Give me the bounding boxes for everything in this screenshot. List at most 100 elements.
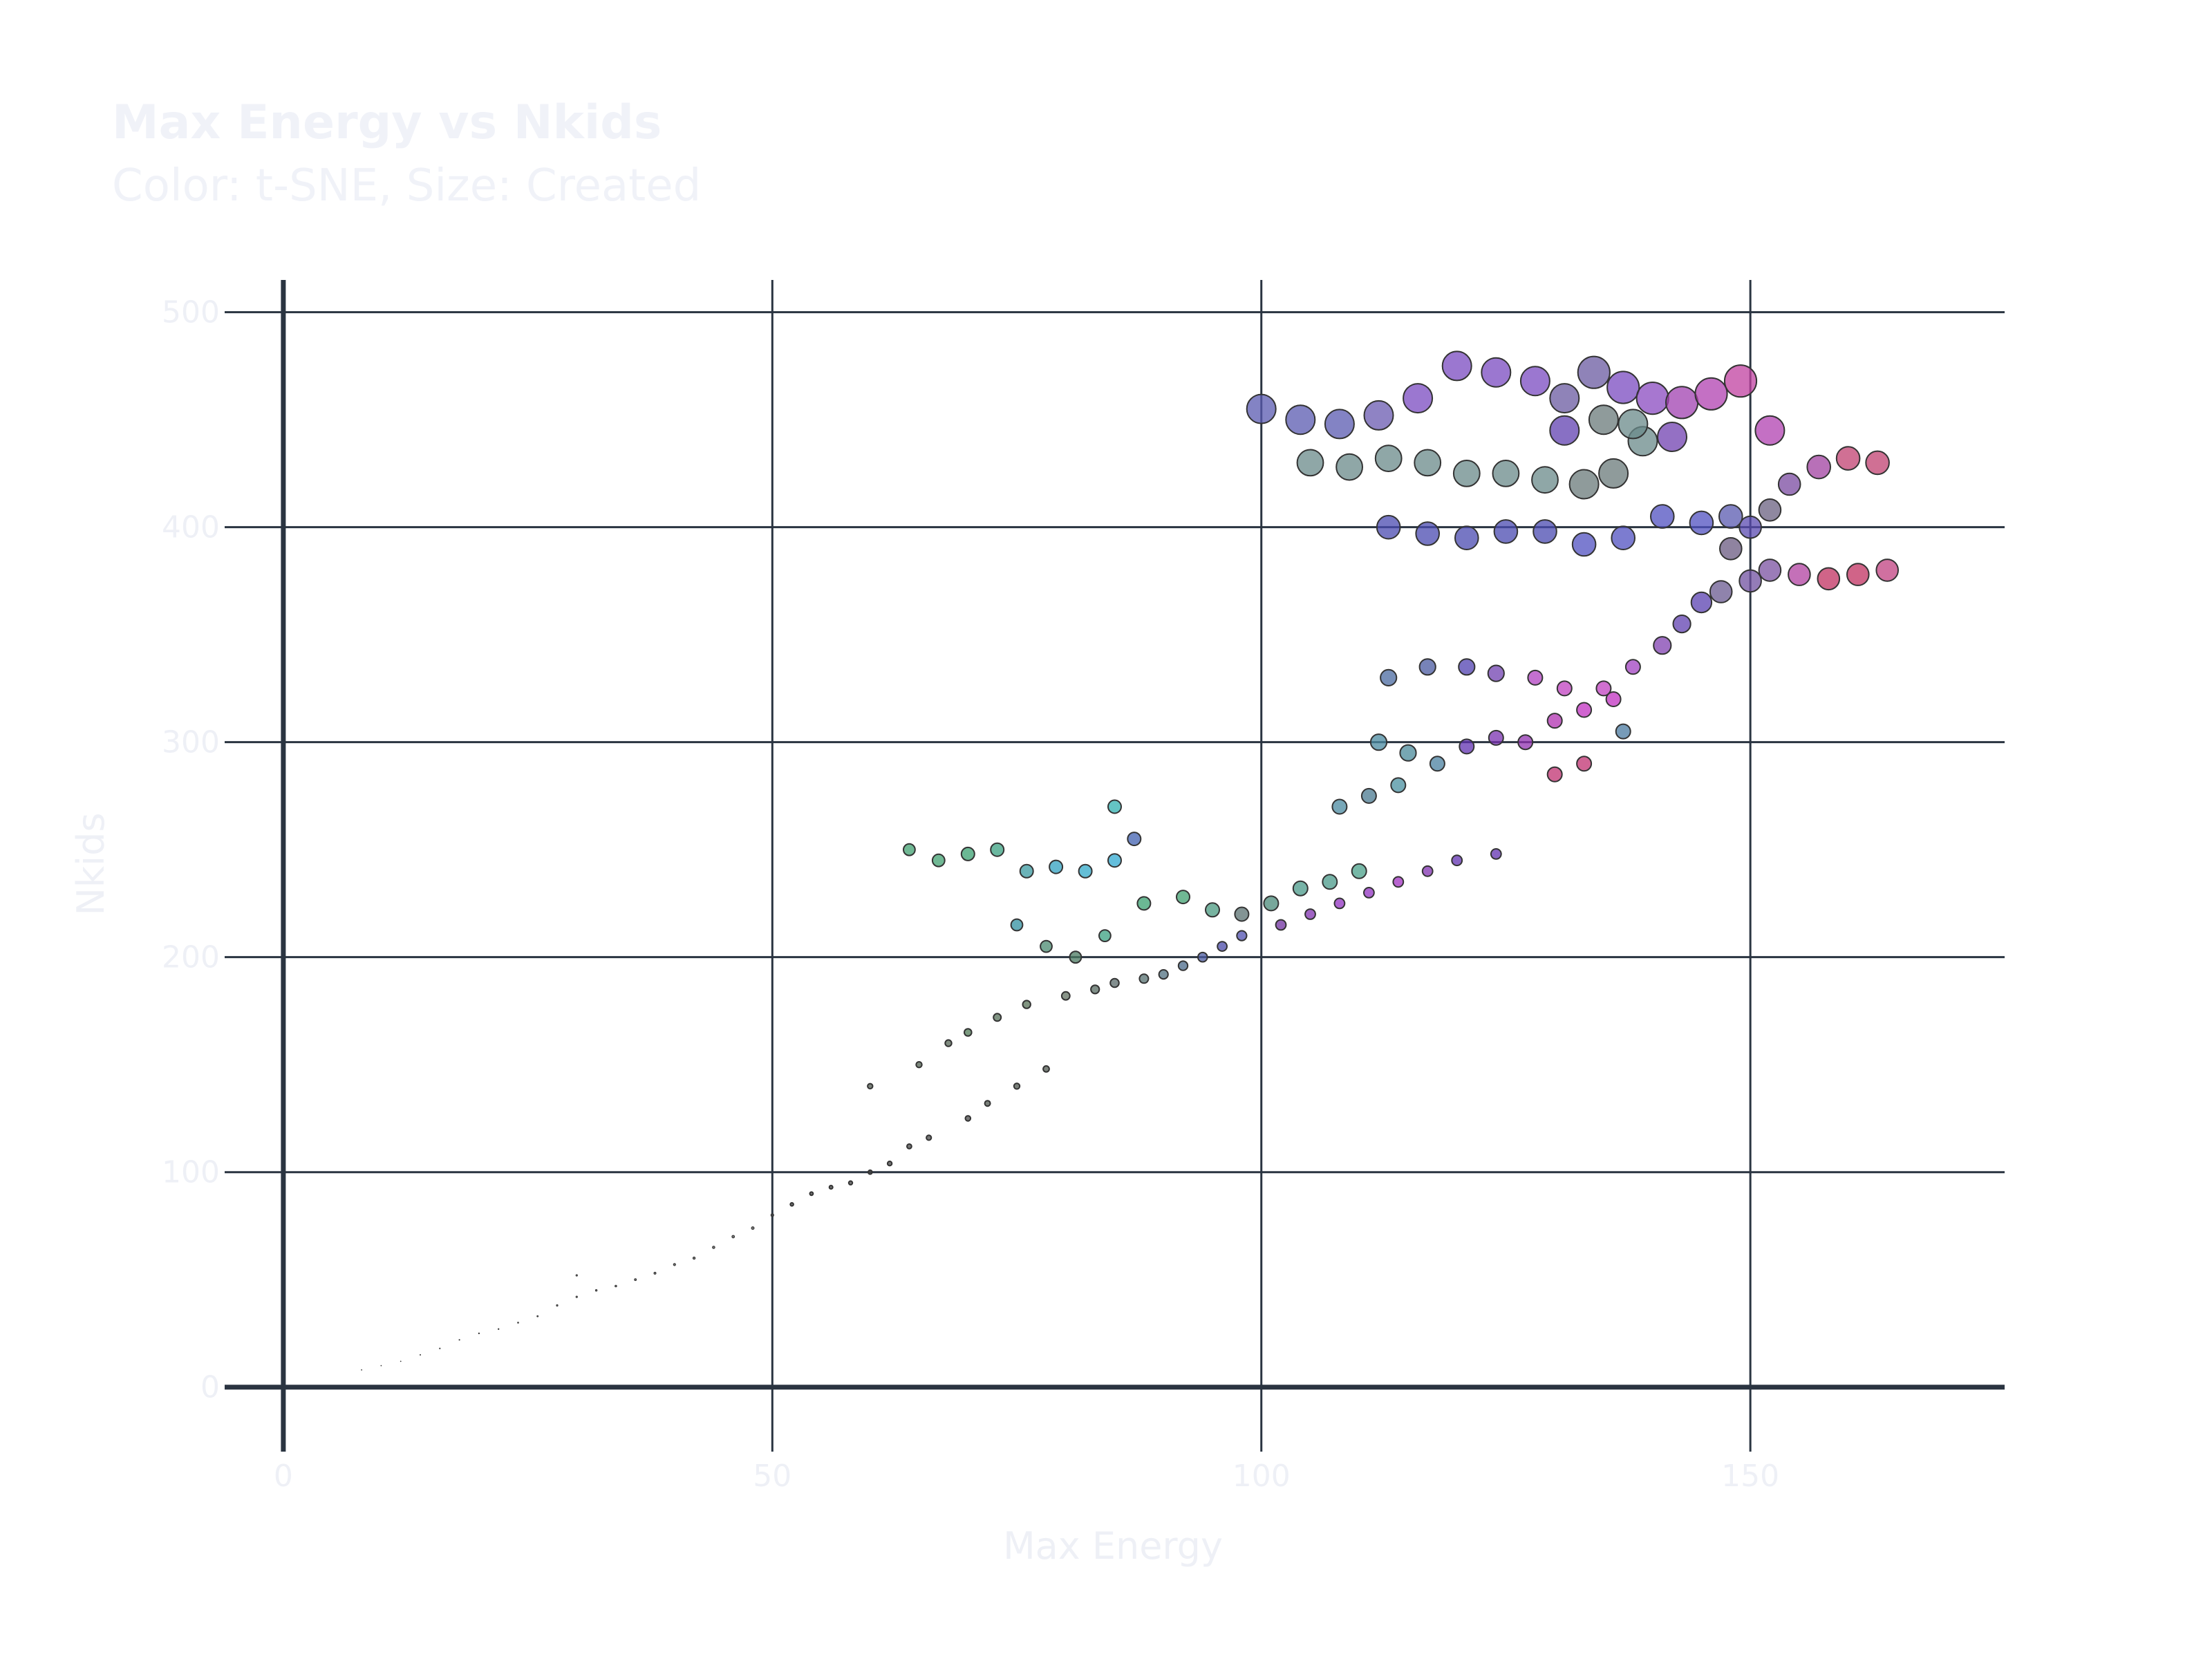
data-point xyxy=(594,1289,598,1292)
data-point xyxy=(1324,409,1355,440)
data-point xyxy=(1817,567,1841,591)
data-point xyxy=(1718,504,1743,529)
data-point xyxy=(1369,733,1388,751)
data-point xyxy=(1429,756,1445,772)
data-point xyxy=(944,1039,953,1047)
data-point xyxy=(1533,519,1557,544)
y-tick-label-1: 100 xyxy=(162,1155,220,1190)
data-point xyxy=(1421,865,1434,877)
data-point xyxy=(1719,537,1743,561)
data-point xyxy=(1846,563,1870,586)
x-axis-label: Max Energy xyxy=(1003,1524,1223,1568)
data-point xyxy=(1487,664,1505,682)
zero-lines xyxy=(225,280,2005,1452)
data-point xyxy=(1519,366,1550,397)
data-point xyxy=(400,1360,402,1362)
data-point xyxy=(1595,680,1612,697)
data-point xyxy=(712,1246,715,1249)
data-point xyxy=(556,1304,559,1307)
data-point xyxy=(1019,863,1034,879)
data-point xyxy=(1392,876,1405,888)
data-point xyxy=(1285,404,1316,435)
data-point xyxy=(1865,450,1890,476)
data-point xyxy=(1653,636,1672,655)
data-point xyxy=(1605,691,1622,707)
data-point xyxy=(731,1235,735,1239)
data-point xyxy=(1875,559,1899,582)
data-point xyxy=(903,843,916,856)
data-point xyxy=(1414,449,1442,477)
data-point xyxy=(1078,863,1093,879)
data-point xyxy=(1454,525,1479,551)
data-point xyxy=(770,1213,774,1217)
data-point xyxy=(964,1028,973,1037)
data-point xyxy=(1331,798,1348,815)
y-tick-label-0: 0 xyxy=(200,1370,220,1405)
data-point xyxy=(1549,383,1580,414)
data-point xyxy=(1615,723,1631,740)
y-tick-label-3: 300 xyxy=(162,725,220,760)
data-point xyxy=(1694,377,1728,411)
x-tick-label-1: 50 xyxy=(753,1459,791,1494)
data-point xyxy=(1493,519,1519,544)
data-point xyxy=(1531,466,1559,494)
data-point xyxy=(1672,615,1691,634)
data-point xyxy=(915,1061,923,1069)
data-point xyxy=(653,1271,657,1275)
data-point xyxy=(1758,559,1782,582)
data-point xyxy=(1635,382,1669,415)
data-point xyxy=(1090,984,1100,995)
data-point xyxy=(1403,383,1434,414)
data-point xyxy=(1458,658,1476,676)
data-point xyxy=(1758,498,1782,522)
data-point xyxy=(575,1274,578,1277)
data-point xyxy=(1527,669,1544,686)
data-point xyxy=(1138,973,1150,984)
data-point xyxy=(867,1169,873,1175)
x-tick-label-3: 150 xyxy=(1721,1459,1779,1494)
data-point xyxy=(1490,848,1502,860)
data-point xyxy=(1333,897,1346,910)
data-point xyxy=(960,846,975,861)
data-point xyxy=(984,1100,991,1107)
data-point xyxy=(1109,977,1120,988)
x-tick-label-0: 0 xyxy=(274,1459,293,1494)
data-point xyxy=(1107,853,1122,868)
data-point xyxy=(1611,525,1635,551)
data-point xyxy=(615,1284,617,1288)
data-point xyxy=(1606,371,1640,404)
data-point xyxy=(1069,950,1082,964)
data-point xyxy=(634,1278,637,1282)
data-point xyxy=(990,842,1005,857)
y-tick-label-4: 400 xyxy=(162,510,220,545)
data-point xyxy=(1197,951,1208,963)
data-point xyxy=(1205,902,1220,918)
data-point xyxy=(536,1315,539,1318)
data-point xyxy=(751,1226,755,1230)
data-point xyxy=(1754,415,1785,446)
y-tick-label-2: 200 xyxy=(162,940,220,975)
data-point xyxy=(1588,404,1619,435)
data-point xyxy=(993,1013,1002,1022)
data-point xyxy=(1576,756,1593,772)
data-point xyxy=(1363,400,1394,431)
data-point xyxy=(1107,799,1122,814)
data-point xyxy=(1234,906,1250,922)
data-point xyxy=(1576,702,1593,718)
data-point xyxy=(1571,532,1597,557)
data-point xyxy=(1415,521,1440,546)
data-point xyxy=(1158,969,1169,980)
chart-subtitle: Color: t-SNE, Size: Created xyxy=(112,160,701,212)
data-point xyxy=(1363,887,1375,899)
data-point xyxy=(1263,895,1280,912)
data-point xyxy=(1022,1000,1031,1009)
data-point xyxy=(380,1365,382,1367)
data-point xyxy=(1689,510,1714,536)
data-point xyxy=(1246,393,1277,424)
y-axis-label: Nkids xyxy=(69,812,113,915)
data-point xyxy=(1709,580,1733,603)
data-point xyxy=(1598,458,1629,489)
data-point xyxy=(1492,460,1520,487)
grid-lines xyxy=(225,280,2005,1452)
